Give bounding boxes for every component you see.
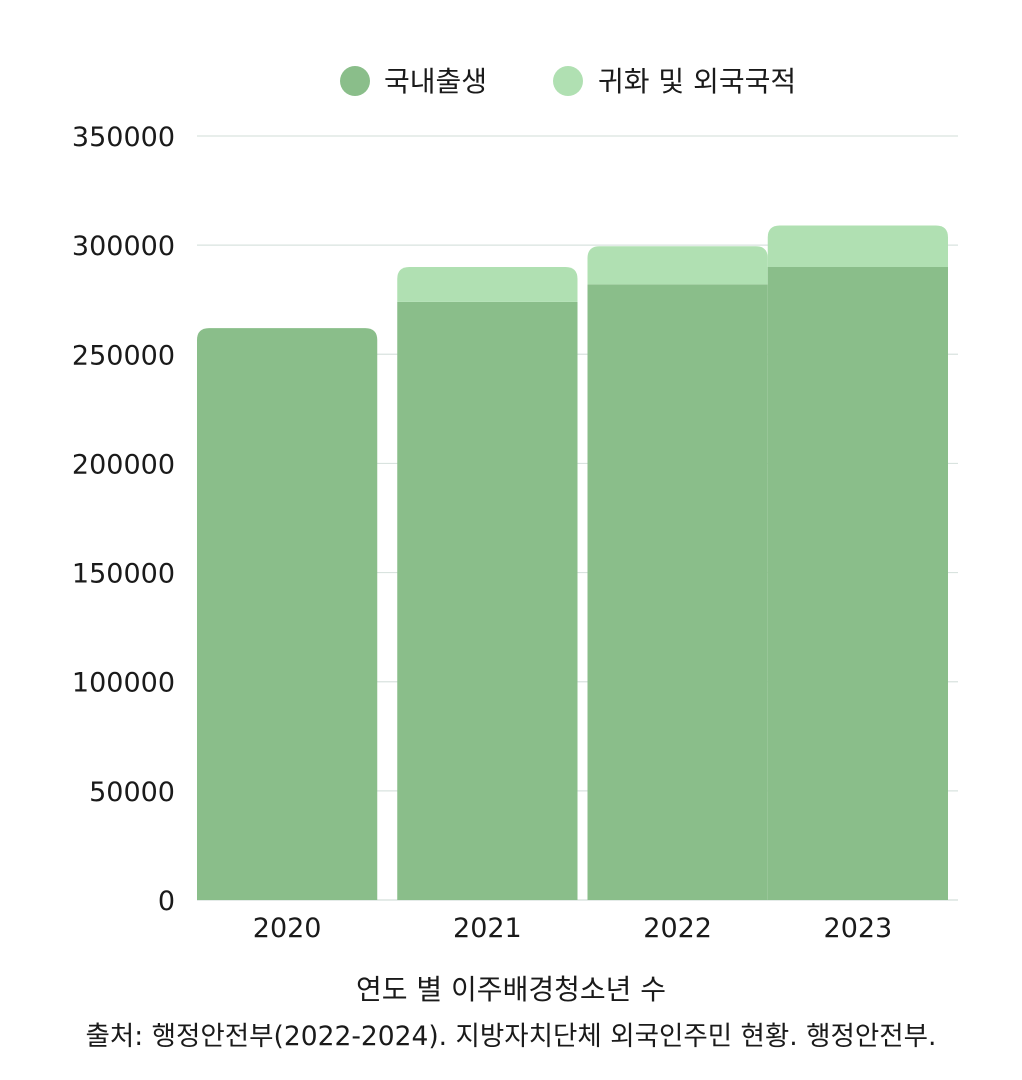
y-tick-label: 50000: [89, 777, 175, 808]
chart: 0 50000 100000 150000 200000 250000 300000 3500…: [72, 65, 958, 944]
y-tick-label: 0: [158, 886, 175, 917]
y-tick-label: 150000: [72, 559, 175, 590]
bar-2021-series-2: [397, 266, 578, 302]
bar-2022-series-2: [587, 246, 768, 285]
legend-marker-2: [553, 66, 583, 96]
y-axis: 0 50000 100000 150000 200000 250000 300000 3500…: [72, 122, 175, 917]
y-tick-label: 100000: [72, 668, 175, 699]
bar-2023-series-2: [767, 225, 948, 267]
legend: 국내출생 귀화 및 외국국적: [340, 65, 796, 98]
legend-label-2: 귀화 및 외국국적: [598, 65, 796, 98]
x-axis: 2020 2021 2022 2023: [253, 913, 892, 944]
legend-marker-1: [340, 66, 370, 96]
x-tick-label: 2020: [253, 913, 322, 944]
y-tick-label: 350000: [72, 122, 175, 153]
x-tick-label: 2021: [453, 913, 522, 944]
x-axis-title: 연도 별 이주배경청소년 수: [355, 973, 667, 1006]
bars: [197, 225, 948, 900]
bar-2023-series-1: [767, 266, 948, 900]
bar-2020-series-1: [197, 328, 378, 900]
bar-2022-series-1: [587, 284, 768, 900]
bar-2021-series-1: [397, 301, 578, 900]
x-tick-label: 2023: [824, 913, 893, 944]
y-tick-label: 200000: [72, 449, 175, 480]
y-tick-label: 300000: [72, 231, 175, 262]
legend-label-1: 국내출생: [384, 65, 487, 98]
x-tick-label: 2022: [643, 913, 712, 944]
source-note: 출처: 행정안전부(2022-2024). 지방자치단체 외국인주민 현황. 행…: [85, 1021, 937, 1052]
y-tick-label: 250000: [72, 340, 175, 371]
